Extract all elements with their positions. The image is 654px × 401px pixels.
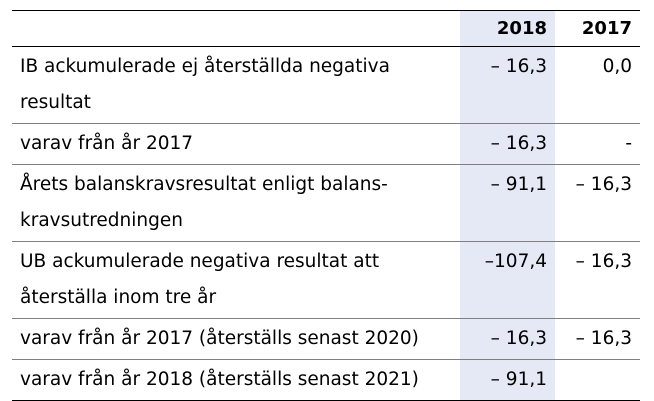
- value-2017: – 16,3: [575, 174, 632, 195]
- table-row: IB ackumulerade ej återställda negativa …: [12, 46, 640, 124]
- value-2017: -: [625, 133, 632, 154]
- value-2017: – 16,3: [575, 328, 632, 349]
- row-label: IB ackumulerade ej återställda negativa …: [20, 56, 390, 113]
- header-2017: 2017: [581, 18, 632, 39]
- table-row: varav från år 2017 – 16,3 -: [12, 123, 640, 165]
- value-2018: – 91,1: [460, 359, 555, 401]
- row-label: varav från år 2017: [20, 133, 194, 154]
- table-row: varav från år 2017 (återställs senast 20…: [12, 318, 640, 360]
- table-row: UB ackumulerade negativa resultat att åt…: [12, 241, 640, 319]
- balance-requirement-table: 2018 2017 IB ackumulerade ej återställda…: [12, 10, 640, 401]
- row-label: UB ackumulerade negativa resultat att åt…: [20, 251, 380, 308]
- value-2017: 0,0: [602, 56, 632, 77]
- header-2018: 2018: [460, 10, 555, 47]
- balance-requirement-table-container: 2018 2017 IB ackumulerade ej återställda…: [12, 10, 640, 401]
- table-header: 2018 2017: [12, 10, 640, 47]
- value-2018: – 91,1: [460, 164, 555, 242]
- row-label: varav från år 2017 (återställs senast 20…: [20, 328, 419, 349]
- value-2017: – 16,3: [575, 251, 632, 272]
- value-2018: – 16,3: [460, 123, 555, 165]
- header-row: 2018 2017: [12, 10, 640, 47]
- row-label: varav från år 2018 (återställs senast 20…: [20, 369, 419, 390]
- value-2018: – 16,3: [460, 46, 555, 124]
- value-2018: – 16,3: [460, 318, 555, 360]
- table-row: varav från år 2018 (återställs senast 20…: [12, 359, 640, 401]
- value-2018: –107,4: [460, 241, 555, 319]
- row-label: Årets balanskravsresultat enligt balans-…: [20, 174, 388, 231]
- header-label: [12, 11, 460, 47]
- value-2017: [555, 360, 640, 401]
- table-body: IB ackumulerade ej återställda negativa …: [12, 46, 640, 401]
- table-row: Årets balanskravsresultat enligt balans-…: [12, 164, 640, 242]
